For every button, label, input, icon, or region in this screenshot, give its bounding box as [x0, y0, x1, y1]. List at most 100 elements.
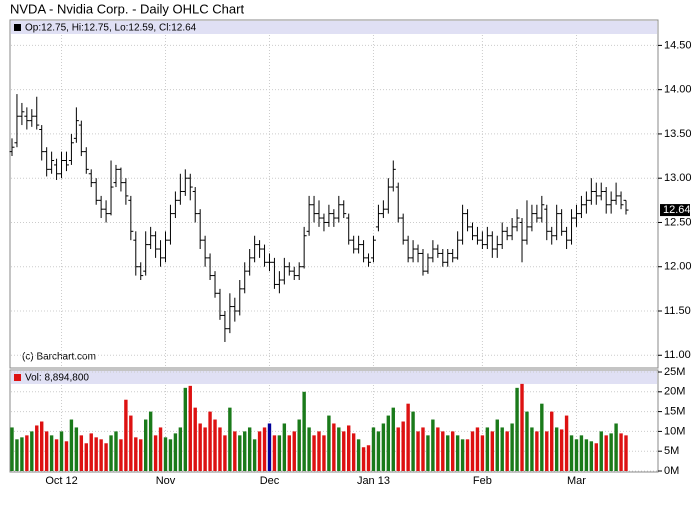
volume-bar — [247, 427, 252, 471]
last-price-label: 12.64 — [663, 204, 691, 216]
volume-bar — [59, 431, 64, 471]
volume-bar — [347, 425, 351, 471]
y-tick-label: 14.50 — [664, 39, 692, 51]
volume-bar — [351, 433, 356, 471]
ohlc-header: Op:12.75, Hi:12.75, Lo:12.59, Cl:12.64 — [25, 23, 197, 34]
x-tick-label: Dec — [260, 475, 280, 487]
volume-icon — [14, 374, 21, 381]
volume-bar — [356, 439, 361, 471]
volume-bar — [545, 431, 549, 471]
volume-bar — [173, 433, 178, 471]
y-tick-label: 20M — [664, 386, 685, 398]
x-tick-label: Mar — [567, 475, 586, 487]
x-tick-label: Jan 13 — [357, 475, 390, 487]
volume-bar — [114, 431, 118, 471]
volume-bar — [99, 439, 103, 471]
y-tick-label: 25M — [664, 366, 685, 378]
volume-bar — [376, 431, 381, 471]
volume-bar — [64, 441, 69, 471]
volume-bar — [386, 415, 391, 471]
header-strip — [11, 21, 657, 34]
x-tick-label: Oct 12 — [45, 475, 77, 487]
volume-bar — [178, 427, 183, 471]
volume-bar — [416, 431, 420, 471]
volume-bar — [267, 423, 272, 471]
volume-bar — [79, 435, 84, 471]
volume-bar — [446, 435, 450, 471]
volume-bar — [10, 427, 14, 471]
volume-bar — [619, 433, 623, 471]
header-icon — [14, 24, 21, 31]
volume-bar — [20, 437, 24, 471]
volume-bar — [460, 439, 465, 471]
volume-bar — [525, 411, 529, 471]
volume-bar — [574, 439, 579, 471]
volume-bar — [292, 431, 296, 471]
volume-bar — [148, 411, 153, 471]
volume-bar — [109, 435, 113, 471]
y-tick-label: 5M — [664, 445, 679, 457]
y-tick-label: 13.50 — [664, 128, 692, 140]
volume-bar — [470, 431, 475, 471]
volume-bar — [163, 437, 168, 471]
volume-bar — [495, 419, 499, 471]
volume-bar — [530, 427, 534, 471]
volume-bar — [396, 427, 400, 471]
volume-bar — [485, 427, 490, 471]
volume-bar — [69, 419, 74, 471]
volume-bar — [257, 431, 262, 471]
volume-bar — [579, 435, 584, 471]
y-tick-label: 13.00 — [664, 172, 692, 184]
volume-bar — [89, 433, 93, 471]
volume-bar — [361, 447, 366, 471]
volume-bar — [455, 435, 460, 471]
volume-bar — [213, 419, 217, 471]
volume-bar — [554, 427, 559, 471]
volume-bar — [188, 385, 192, 471]
volume-bar — [218, 427, 222, 471]
volume-bar — [193, 407, 197, 471]
volume-bar — [322, 435, 326, 471]
volume-bar — [272, 435, 277, 471]
y-tick-label: 12.50 — [664, 216, 692, 228]
volume-bar — [143, 419, 148, 471]
volume-bar — [550, 411, 554, 471]
volume-bar — [431, 419, 435, 471]
volume-bar — [119, 439, 123, 471]
volume-bar — [594, 443, 598, 471]
volume-bar — [40, 421, 44, 471]
volume-bar — [342, 431, 346, 471]
volume-bar — [490, 431, 495, 471]
volume-bar — [223, 435, 227, 471]
volume-bar — [411, 411, 415, 471]
volume-bar — [243, 431, 247, 471]
volume-bar — [614, 423, 618, 471]
x-tick-label: Nov — [156, 475, 176, 487]
volume-bar — [287, 435, 291, 471]
y-tick-label: 15M — [664, 406, 685, 418]
volume-bar — [564, 415, 569, 471]
volume-bar — [450, 431, 455, 471]
volume-bar — [317, 431, 321, 471]
volume-bar — [208, 411, 212, 471]
volume-bar — [252, 439, 257, 471]
volume-bar — [74, 427, 79, 471]
volume-bar — [262, 427, 267, 471]
volume-bar — [129, 415, 133, 471]
volume-bar — [302, 391, 306, 471]
y-tick-label: 10M — [664, 425, 685, 437]
volume-bar — [505, 431, 509, 471]
volume-bar — [465, 439, 470, 471]
volume-bar — [520, 383, 524, 471]
volume-bar — [307, 427, 311, 471]
volume-bar — [475, 427, 480, 471]
volume-bar — [604, 435, 608, 471]
volume-bar — [559, 429, 564, 471]
volume-bar — [510, 423, 514, 471]
price-panel — [9, 19, 659, 369]
y-tick-label: 14.00 — [664, 84, 692, 96]
volume-bar — [84, 443, 88, 471]
volume-bar — [327, 415, 331, 471]
volume-bar — [624, 435, 628, 471]
